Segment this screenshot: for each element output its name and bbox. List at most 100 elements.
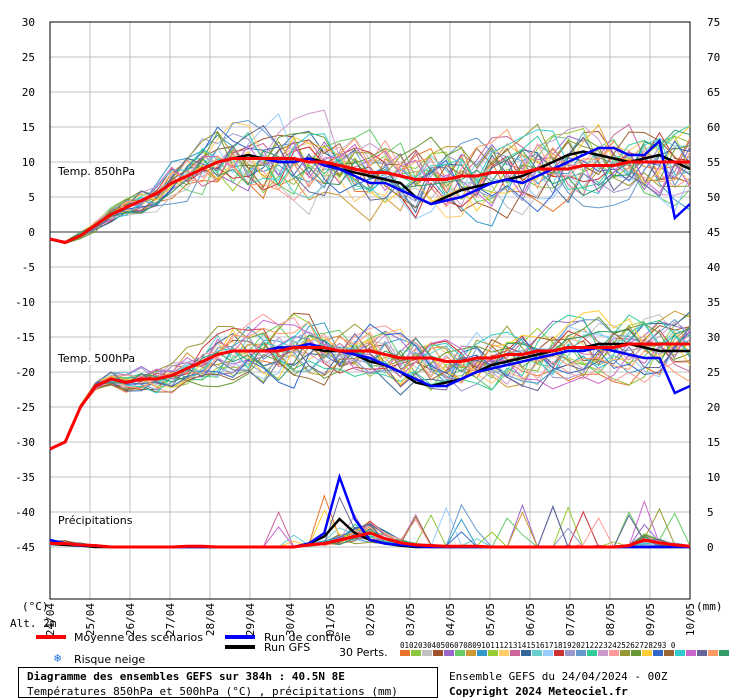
y-right-tick-label: 10 <box>707 471 720 484</box>
series-line-precip <box>50 531 691 549</box>
footer-panel: Diagramme des ensembles GEFS sur 384h : … <box>18 667 438 698</box>
legend-pert-swatch <box>499 650 509 656</box>
legend-gfs-label: Run GFS <box>264 641 310 654</box>
panel-label-bg <box>56 513 154 527</box>
y-right-tick-label: 35 <box>707 296 720 309</box>
legend-pert-swatch <box>466 650 476 656</box>
x-date-label: 06/05 <box>524 603 537 636</box>
legend-pert-swatch <box>620 650 630 656</box>
legend-pert-swatch <box>609 650 619 656</box>
y-left-tick-label: -10 <box>15 296 35 309</box>
y-right-tick-label: 5 <box>707 506 714 519</box>
snowflake-icon: ❄ <box>54 651 62 665</box>
y-left-tick-label: 25 <box>22 51 35 64</box>
legend-pert-swatch <box>719 650 729 656</box>
legend-pert-swatch <box>587 650 597 656</box>
main-lines <box>49 138 691 549</box>
y-right-tick-label: 55 <box>707 156 720 169</box>
legend-pert-swatch <box>477 650 487 656</box>
y-left-tick-label: -45 <box>15 541 35 554</box>
pert-line-500 <box>49 313 691 450</box>
pert-line-500 <box>49 326 691 450</box>
legend-pert-swatch <box>411 650 421 656</box>
pert-line-850 <box>49 129 691 244</box>
pert-line-500 <box>49 320 691 450</box>
y-left-tick-label: 5 <box>28 191 35 204</box>
y-right-tick-label: 70 <box>707 51 720 64</box>
run-info: Ensemble GEFS du 24/04/2024 - 00Z <box>449 670 668 683</box>
pert-line-500 <box>49 312 691 450</box>
y-left-tick-label: 10 <box>22 156 35 169</box>
panel-label-bg <box>56 164 141 178</box>
legend-pert-swatch <box>554 650 564 656</box>
y-right-tick-label: 45 <box>707 226 720 239</box>
chart-title: Diagramme des ensembles GEFS sur 384h : … <box>27 670 345 683</box>
pert-line-850 <box>49 131 691 245</box>
grid <box>49 21 691 599</box>
legend-snow-label: Risque neige <box>74 653 146 666</box>
x-date-label: 01/05 <box>324 603 337 636</box>
y-left-tick-label: -5 <box>22 261 35 274</box>
x-date-label: 09/05 <box>644 603 657 636</box>
x-date-label: 03/05 <box>404 603 417 636</box>
legend-perts-label: 30 Perts. <box>339 646 388 659</box>
y-right-tick-label: 75 <box>707 16 720 29</box>
y-left-tick-label: -25 <box>15 401 35 414</box>
y-left-tick-label: -15 <box>15 331 35 344</box>
pert-line-500 <box>49 319 691 450</box>
legend-pert-swatch <box>433 650 443 656</box>
y-left-tick-label: 0 <box>28 226 35 239</box>
legend-pert-swatch <box>653 650 663 656</box>
x-date-label: 28/04 <box>204 603 217 636</box>
legend-pert-swatch <box>631 650 641 656</box>
legend-pert-swatch <box>686 650 696 656</box>
y-right-unit-label: (mm) <box>696 600 723 613</box>
legend-pert-swatch <box>532 650 542 656</box>
y-left-tick-label: 20 <box>22 86 35 99</box>
legend-pert-swatch <box>543 650 553 656</box>
x-date-label: 29/04 <box>244 603 257 636</box>
x-date-label: 30/04 <box>284 603 297 636</box>
y-left-tick-label: -35 <box>15 471 35 484</box>
legend-pert-swatch <box>444 650 454 656</box>
y-left-tick-label: 15 <box>22 121 35 134</box>
panel-label: Temp. 850hPa <box>57 165 135 178</box>
copyright: Copyright 2024 Meteociel.fr <box>449 685 628 698</box>
legend-pert-swatch <box>642 650 652 656</box>
legend-pert-swatch <box>598 650 608 656</box>
legend-pert-swatch <box>565 650 575 656</box>
x-date-label: 05/05 <box>484 603 497 636</box>
panel-label: Précipitations <box>58 514 133 527</box>
y-right-tick-label: 60 <box>707 121 720 134</box>
x-date-label: 07/05 <box>564 603 577 636</box>
chart-subtitle: Températures 850hPa et 500hPa (°C) , pré… <box>27 685 398 698</box>
y-right-tick-label: 65 <box>707 86 720 99</box>
legend-pert-swatch <box>697 650 707 656</box>
y-left-tick-label: -30 <box>15 436 35 449</box>
legend-pert-swatch <box>521 650 531 656</box>
x-date-label: 26/04 <box>124 603 137 636</box>
pert-line-500 <box>49 332 691 450</box>
alt-label: Alt. 2m <box>10 617 57 630</box>
legend-pert-swatch <box>576 650 586 656</box>
x-date-label: 08/05 <box>604 603 617 636</box>
x-date-label: 25/04 <box>84 603 97 636</box>
panel-label-bg <box>56 351 141 365</box>
pert-line-500 <box>49 314 691 450</box>
y-right-tick-label: 0 <box>707 541 714 554</box>
series-line-850 <box>49 157 690 245</box>
y-right-tick-label: 50 <box>707 191 720 204</box>
panel-label: Temp. 500hPa <box>57 352 135 365</box>
legend-perts-numbers: 0102030405060708091011121314151617181920… <box>400 641 676 650</box>
series-line-500 <box>49 342 690 451</box>
y-left-tick-label: -40 <box>15 506 35 519</box>
legend-pert-swatch <box>510 650 520 656</box>
legend-pert-swatch <box>675 650 685 656</box>
y-right-tick-label: 20 <box>707 401 720 414</box>
legend: Moyenne des scénarios Run de contrôleRun … <box>36 631 729 659</box>
pert-line-850 <box>49 129 691 243</box>
pert-line-500 <box>49 327 691 450</box>
pert-line-500 <box>49 310 691 450</box>
panel-labels: Temp. 850hPa Temp. 500hPa Précipitations <box>56 164 154 527</box>
